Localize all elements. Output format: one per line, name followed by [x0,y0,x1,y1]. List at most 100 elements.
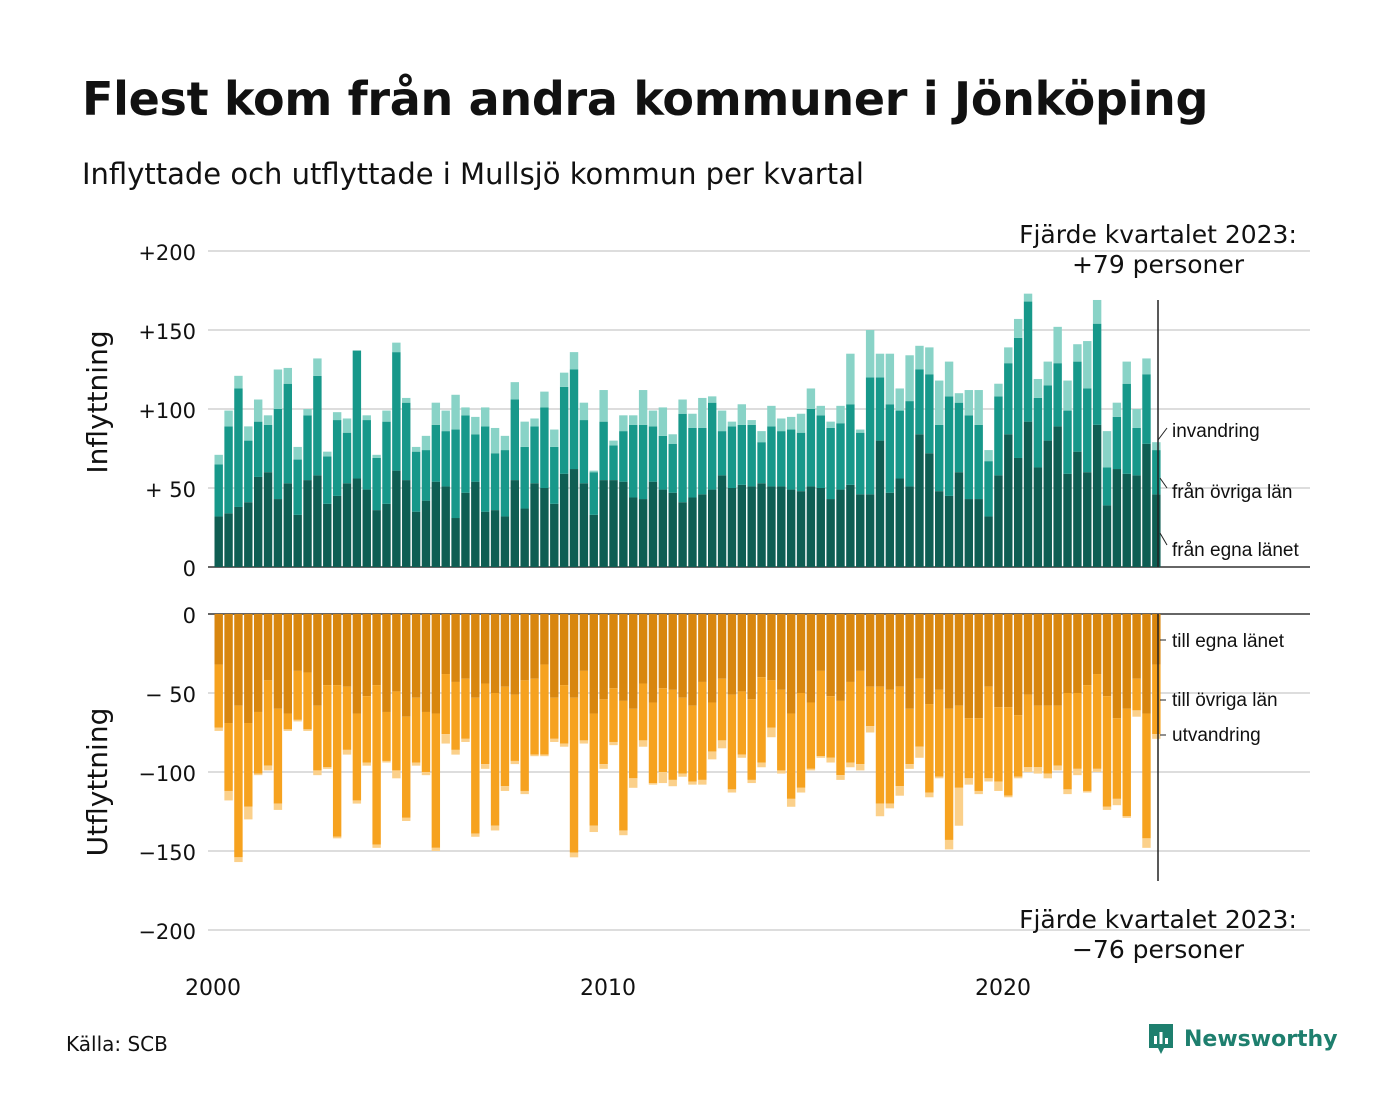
out-bar-utvandring-42 [629,778,638,788]
in-bar-invandring-15 [362,415,371,421]
out-bar-egna-63 [836,614,845,701]
in-bar-egna-22 [431,481,441,567]
newsworthy-logo-text: Newsworthy [1184,1026,1338,1052]
label-utvandring: utvandring [1172,725,1261,746]
in-bar-ovriga-31 [520,446,529,509]
bottom-y-axis-label: Utflyttning [81,708,114,857]
in-bar-egna-73 [935,491,944,567]
in-bar-egna-65 [856,494,865,567]
out-bar-utvandring-59 [796,787,806,793]
out-bar-egna-61 [816,614,825,671]
out-bar-egna-54 [747,614,756,700]
out-bar-utvandring-41 [619,830,628,836]
out-bar-egna-74 [944,614,954,709]
out-bar-egna-70 [905,614,914,709]
in-bar-ovriga-49 [698,427,707,495]
out-bar-egna-59 [796,614,806,693]
out-bar-utvandring-64 [846,762,855,768]
out-bar-ovriga-57 [777,689,786,771]
out-bar-egna-22 [431,614,441,714]
in-bar-egna-74 [944,495,954,567]
out-bar-ovriga-29 [500,686,510,787]
out-bar-ovriga-13 [342,686,352,750]
out-bar-ovriga-73 [935,689,944,777]
newsworthy-logo: Newsworthy [1146,1022,1338,1056]
out-bar-ovriga-92 [1122,708,1131,817]
in-bar-invandring-50 [708,396,717,403]
in-bar-ovriga-20 [411,451,421,512]
in-bar-ovriga-32 [530,426,539,484]
in-bar-ovriga-94 [1142,374,1151,444]
in-bar-invandring-90 [1102,431,1112,468]
out-bar-ovriga-18 [392,691,401,771]
in-bar-ovriga-64 [846,404,855,485]
out-bar-egna-79 [994,614,1003,708]
in-bar-egna-75 [954,472,964,567]
out-bar-egna-89 [1092,614,1102,675]
out-bar-utvandring-49 [698,779,707,785]
bottom-tick-50: − 50 [145,683,196,707]
in-bar-invandring-63 [836,405,845,424]
in-bar-invandring-12 [332,412,342,421]
in-bar-ovriga-46 [668,443,677,493]
out-bar-ovriga-67 [875,686,885,804]
chart-subtitle: Inflyttade och utflyttade i Mullsjö komm… [82,157,864,191]
out-bar-ovriga-7 [283,713,292,730]
in-bar-ovriga-50 [708,402,717,490]
out-bar-utvandring-38 [589,825,598,833]
out-bar-utvandring-57 [777,770,786,774]
in-bar-egna-9 [303,480,312,567]
out-bar-utvandring-13 [342,749,352,755]
out-bar-egna-14 [352,614,362,714]
in-bar-egna-88 [1083,472,1092,567]
out-bar-egna-76 [964,614,974,719]
out-bar-egna-11 [323,614,332,686]
in-bar-ovriga-35 [559,386,569,474]
out-bar-utvandring-45 [658,772,668,784]
in-bar-ovriga-13 [342,432,352,484]
in-bar-ovriga-27 [480,426,490,512]
out-bar-utvandring-62 [826,757,835,763]
in-bar-invandring-70 [905,355,914,402]
in-bar-egna-69 [895,478,904,567]
in-bar-ovriga-9 [303,415,312,481]
out-bar-utvandring-21 [421,772,431,776]
out-bar-utvandring-85 [1053,765,1062,771]
out-bar-ovriga-88 [1083,685,1092,791]
in-bar-ovriga-48 [688,427,697,498]
in-bar-ovriga-61 [816,415,825,488]
out-bar-egna-4 [253,614,263,712]
out-bar-egna-64 [846,614,855,682]
in-bar-egna-17 [382,503,391,567]
out-bar-utvandring-95 [1152,734,1161,739]
in-bar-ovriga-58 [786,429,796,490]
out-bar-egna-7 [283,614,292,714]
out-bar-egna-10 [313,614,322,706]
out-bar-egna-92 [1122,614,1131,709]
in-bar-egna-36 [569,469,579,567]
out-bar-utvandring-5 [263,765,273,771]
out-bar-ovriga-12 [332,685,342,837]
in-bar-egna-53 [737,484,747,567]
out-bar-ovriga-5 [263,680,273,766]
top-tick-100: +100 [138,399,196,423]
out-bar-utvandring-17 [382,760,391,763]
out-bar-egna-66 [865,614,875,687]
in-bar-egna-15 [362,489,371,567]
in-bar-egna-54 [747,486,756,567]
out-bar-ovriga-62 [826,696,835,758]
out-bar-ovriga-23 [441,674,450,735]
out-bar-utvandring-74 [944,839,954,850]
in-bar-invandring-80 [1004,347,1013,364]
out-bar-egna-83 [1033,614,1043,706]
chart-title: Flest kom från andra kommuner i Jönköpin… [82,72,1209,126]
out-bar-ovriga-28 [490,693,500,826]
out-bar-utvandring-81 [1013,776,1023,779]
out-bar-egna-50 [708,614,717,703]
out-bar-utvandring-28 [490,825,500,831]
in-bar-invandring-1 [224,410,233,427]
out-bar-ovriga-46 [668,689,677,780]
in-bar-ovriga-44 [648,426,658,482]
out-bar-egna-34 [550,614,559,698]
in-bar-ovriga-38 [589,472,598,515]
